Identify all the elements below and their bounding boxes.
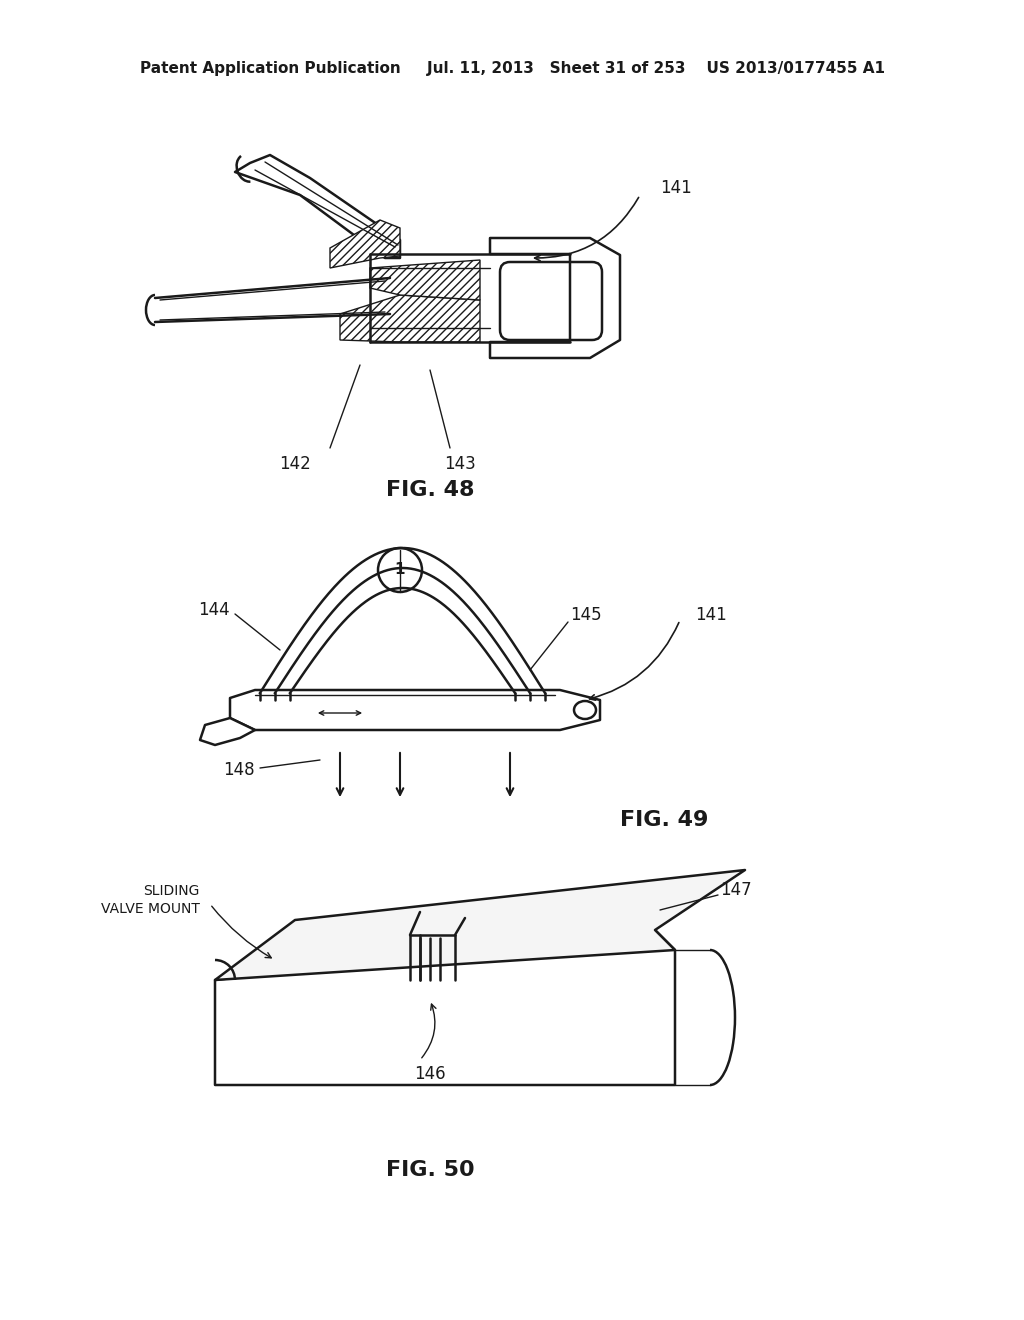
Text: SLIDING
VALVE MOUNT: SLIDING VALVE MOUNT — [101, 884, 200, 916]
Polygon shape — [230, 690, 600, 730]
Text: 146: 146 — [414, 1065, 445, 1082]
Polygon shape — [490, 238, 620, 358]
Text: FIG. 48: FIG. 48 — [386, 480, 474, 500]
Text: FIG. 50: FIG. 50 — [386, 1160, 474, 1180]
Text: 141: 141 — [695, 606, 727, 624]
Text: 142: 142 — [280, 455, 311, 473]
Circle shape — [378, 548, 422, 591]
Text: FIG. 49: FIG. 49 — [620, 810, 709, 830]
Polygon shape — [234, 154, 400, 257]
Text: 1: 1 — [394, 562, 406, 578]
Text: 145: 145 — [570, 606, 602, 624]
Text: 148: 148 — [223, 762, 255, 779]
Text: 147: 147 — [720, 880, 752, 899]
Text: Patent Application Publication     Jul. 11, 2013   Sheet 31 of 253    US 2013/01: Patent Application Publication Jul. 11, … — [139, 61, 885, 75]
Text: 144: 144 — [199, 601, 230, 619]
Text: 143: 143 — [444, 455, 476, 473]
Ellipse shape — [574, 701, 596, 719]
Polygon shape — [200, 718, 255, 744]
Polygon shape — [215, 870, 745, 979]
Text: 141: 141 — [660, 180, 692, 197]
Polygon shape — [215, 931, 675, 1085]
Polygon shape — [330, 220, 400, 268]
Polygon shape — [340, 294, 480, 342]
Polygon shape — [370, 260, 480, 300]
